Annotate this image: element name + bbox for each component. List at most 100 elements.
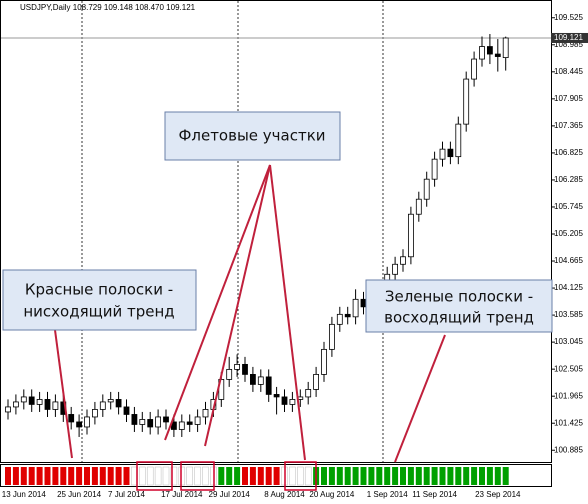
candle-body (336, 313, 343, 325)
candle-body (447, 148, 454, 158)
chart-title: USDJPY,Daily 108.729 109.148 108.470 109… (20, 3, 196, 12)
trend-strip (415, 467, 422, 485)
candle-body (400, 256, 406, 265)
candle-body (115, 399, 122, 408)
candle-body (360, 298, 367, 308)
trend-strip (304, 466, 312, 486)
y-tick-label: 105.205 (554, 229, 583, 238)
candle-body (439, 148, 446, 160)
x-tick-label: 29 Jul 2014 (209, 490, 251, 499)
candle-body (431, 158, 438, 180)
arrow (269, 164, 306, 461)
note-box (164, 111, 341, 161)
trend-strip (431, 467, 438, 485)
trend-strip (494, 467, 501, 485)
separators (81, 1, 384, 462)
candle-body (123, 406, 130, 415)
y-tick-label: 108.985 (554, 40, 583, 49)
y-tick-label: 101.425 (554, 418, 583, 427)
y-tick-label: 107.905 (554, 94, 583, 103)
trend-strip (439, 467, 446, 485)
candle-body (257, 376, 264, 385)
x-tick-label: 8 Aug 2014 (264, 490, 305, 499)
trend-strip (321, 467, 327, 485)
y-tick-label: 104.125 (554, 283, 583, 292)
trend-strip (107, 467, 114, 485)
candle-body (249, 374, 256, 385)
candle-body (234, 363, 241, 370)
trend-strip (123, 467, 130, 485)
y-tick-label: 106.285 (554, 175, 583, 184)
price-label-bg (551, 32, 588, 43)
main-frame (0, 0, 552, 463)
candle-body (147, 419, 154, 428)
candle-body (99, 401, 106, 410)
y-tick-label: 103.585 (554, 310, 583, 319)
highlight (180, 461, 215, 491)
candle-body (226, 368, 233, 380)
trend-strip (242, 467, 248, 485)
x-tick-label: 1 Sep 2014 (367, 490, 408, 499)
trend-strip (360, 467, 367, 485)
trend-strip (186, 466, 193, 486)
note-text: Красные полоски - (25, 281, 173, 299)
trend-strip (336, 467, 343, 485)
candle-body (313, 374, 320, 390)
x-tick-label: 7 Jul 2014 (108, 490, 145, 499)
note-text: восходящий тренд (384, 309, 534, 327)
trend-strip (76, 467, 83, 485)
trend-strip (52, 467, 59, 485)
candle-body (178, 421, 185, 430)
trend-strip (99, 467, 106, 485)
candle-body (139, 419, 146, 425)
trend-strip (115, 467, 122, 485)
candle-body (305, 389, 312, 398)
note-text: Флетовые участки (178, 127, 325, 145)
candle-body (131, 414, 138, 425)
y-tick-label: 101.965 (554, 391, 583, 400)
candle-body (202, 409, 209, 418)
trend-strip (68, 467, 75, 485)
trend-strip (154, 466, 162, 486)
candle-body (12, 401, 19, 408)
trend-strip (423, 467, 430, 485)
y-tick-label: 100.885 (554, 445, 583, 454)
arrow (394, 334, 446, 463)
candle-body (265, 376, 272, 395)
x-tick-label: 23 Sep 2014 (475, 490, 521, 499)
note-box (365, 279, 553, 333)
arrow (54, 329, 73, 459)
trend-strip (455, 467, 462, 485)
candle-body (20, 396, 27, 403)
y-tick-label: 105.745 (554, 202, 583, 211)
trend-strip (5, 467, 11, 485)
candle-body (392, 263, 399, 275)
trend-strip (170, 466, 178, 486)
trend-strip (479, 467, 485, 485)
trend-strip (146, 466, 154, 486)
trend-strip (502, 467, 509, 485)
candle-body (423, 178, 430, 200)
x-tick-label: 13 Jun 2014 (2, 490, 47, 499)
candle-body (494, 53, 501, 57)
candle-body (471, 58, 478, 80)
candle-body (5, 406, 11, 413)
candle-body (352, 298, 359, 318)
y-tick-label: 109.525 (554, 13, 583, 22)
x-tick-label: 25 Jun 2014 (57, 490, 102, 499)
trend-strip (249, 467, 256, 485)
price-label: 109.121 (554, 33, 583, 42)
candle-body (28, 396, 35, 405)
candle-body (107, 399, 114, 403)
highlight (284, 461, 317, 491)
trend-strip (297, 466, 304, 486)
y-tick-label: 103.045 (554, 337, 583, 346)
candle-body (242, 363, 248, 375)
candle-body (289, 399, 296, 405)
candle-body (163, 416, 169, 423)
trend-strip (28, 467, 35, 485)
x-tick-label: 11 Sep 2014 (412, 490, 457, 499)
y-tick-label: 108.445 (554, 67, 583, 76)
candle-body (455, 123, 462, 158)
